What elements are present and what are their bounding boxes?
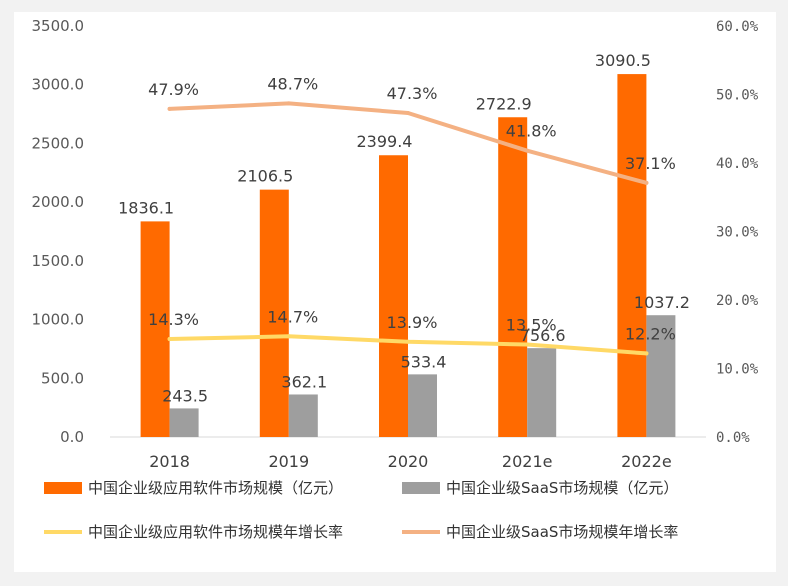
series-point	[525, 148, 530, 153]
legend-label: 中国企业级应用软件市场规模（亿元）	[88, 479, 343, 497]
bar	[646, 315, 676, 437]
y-left-tick-label: 2000.0	[32, 193, 85, 211]
bar-data-label: 3090.5	[595, 51, 651, 70]
y-right-tick-label: 0.0%	[716, 430, 750, 446]
bar	[259, 189, 289, 437]
bar	[288, 394, 318, 437]
legend-swatch	[402, 482, 440, 494]
line-data-label: 47.9%	[148, 80, 199, 99]
bar-data-label: 1836.1	[118, 198, 174, 217]
legend-label: 中国企业级应用软件市场规模年增长率	[88, 523, 343, 541]
bar-data-label: 756.6	[520, 326, 566, 345]
x-tick-label: 2018	[149, 452, 190, 471]
legend: 中国企业级应用软件市场规模（亿元） 中国企业级SaaS市场规模（亿元） 中国企业级应…	[44, 479, 678, 541]
y-right-tick-label: 30.0%	[716, 225, 759, 241]
line-data-label: 48.7%	[267, 74, 318, 93]
bar-data-label: 1037.2	[634, 293, 690, 312]
line-data-label: 41.8%	[506, 122, 557, 141]
bars	[140, 74, 676, 437]
y-left-tick-label: 0.0	[60, 428, 84, 446]
axes: 0.0 500.0 1000.0 1500.0 2000.0 2500.0 3000.0 35…	[32, 17, 759, 471]
line-data-label: 14.7%	[267, 307, 318, 326]
series-point	[167, 106, 172, 111]
y-right-tick-label: 50.0%	[716, 88, 759, 104]
bar-data-label: 243.5	[162, 386, 208, 405]
series-point	[525, 342, 530, 347]
line-data-label: 37.1%	[625, 154, 676, 173]
bar	[527, 348, 557, 437]
bar	[379, 155, 408, 437]
legend-label: 中国企业级SaaS市场规模（亿元）	[446, 479, 678, 497]
line-data-label: 12.2%	[625, 324, 676, 343]
y-right-tick-label: 10.0%	[716, 362, 759, 378]
bar-data-label: 2722.9	[476, 94, 532, 113]
lines	[167, 101, 649, 356]
line-data-label: 13.9%	[387, 313, 438, 332]
y-left-tick-label: 1500.0	[32, 252, 85, 270]
x-tick-label: 2019	[268, 452, 309, 471]
y-left-tick-label: 1000.0	[32, 311, 85, 329]
bar	[408, 374, 437, 437]
bar	[617, 74, 647, 437]
y-left-tick-label: 3500.0	[32, 17, 85, 35]
y-left-tick-label: 2500.0	[32, 134, 85, 152]
y-right-tick-label: 60.0%	[716, 19, 759, 35]
series-point	[167, 337, 172, 342]
bar-data-label: 2106.5	[237, 167, 293, 186]
x-tick-label: 2021e	[502, 452, 553, 471]
line-data-label: 47.3%	[387, 84, 438, 103]
series-point	[286, 334, 291, 339]
y-left-tick-label: 3000.0	[32, 76, 85, 94]
x-tick-label: 2020	[388, 452, 429, 471]
series-point	[644, 180, 649, 185]
x-tick-label: 2022e	[621, 452, 672, 471]
y-right-tick-label: 40.0%	[716, 156, 759, 172]
bar	[498, 117, 528, 437]
series-point	[286, 101, 291, 106]
legend-swatch	[44, 482, 82, 494]
series-point	[406, 339, 410, 344]
series-point	[406, 110, 410, 115]
bar	[140, 221, 170, 437]
legend-label: 中国企业级SaaS市场规模年增长率	[446, 523, 678, 541]
bar-data-label: 362.1	[281, 372, 327, 391]
bar-data-label: 533.4	[401, 352, 447, 371]
y-right-tick-label: 20.0%	[716, 293, 759, 309]
line-data-label: 14.3%	[148, 310, 199, 329]
y-left-tick-label: 500.0	[41, 369, 84, 387]
line-data-label: 13.5%	[506, 316, 557, 335]
data-labels: 1836.1 2106.5 2399.4 2722.9 3090.5 243.5 362.1…	[118, 51, 690, 405]
bar	[169, 408, 199, 437]
bar-data-label: 2399.4	[357, 132, 413, 151]
series-point	[644, 351, 649, 356]
